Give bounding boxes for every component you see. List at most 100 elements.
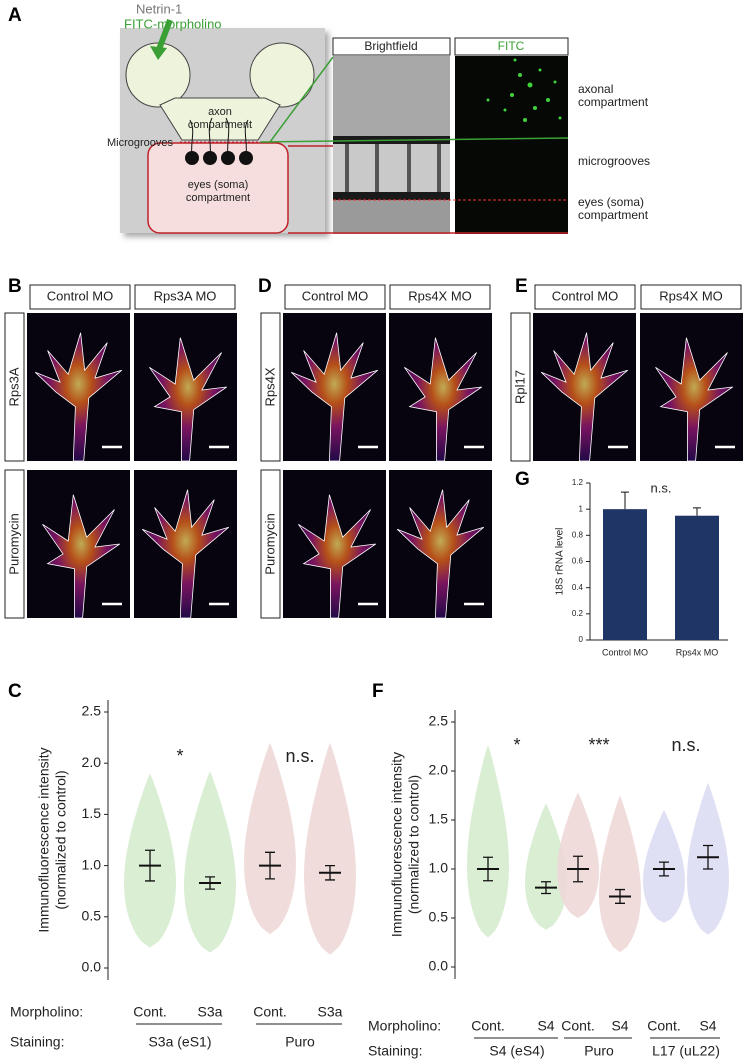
header: Rps4X MO [659,288,723,303]
group-label: L17 (uL22) [652,1043,720,1059]
bar [603,509,647,640]
y-axis-label: Immunofluorescence intensity [36,747,52,932]
label: FITC-morpholino [124,16,222,31]
y-tick-label: 1.2 [572,478,584,487]
x-tick-label: S4 [611,1018,628,1034]
group-label: S4 (eS4) [489,1043,544,1059]
row-box [4,312,25,462]
well [125,42,191,108]
y-tick-label: 0.5 [429,909,449,925]
row-title: Morpholino: [368,1018,441,1034]
y-tick-label: 2.0 [429,762,449,778]
row-box [260,469,281,619]
cell-signal [655,337,733,462]
header: Rps4X MO [408,288,472,303]
well [249,42,315,108]
panel-label: D [258,276,272,297]
row-title: Staining: [10,1034,64,1050]
y-tick-label: 0.8 [572,530,584,539]
micrographs [259,37,569,234]
panel-label: A [8,5,22,26]
violin [244,742,296,935]
y-tick-label: 2.5 [82,703,102,719]
arrow [155,18,173,54]
header: Rps3A MO [154,288,217,303]
violin [525,803,567,930]
significance: * [176,746,183,766]
fitc-image [455,56,568,234]
region-label: compartment [578,95,649,109]
panel-label: G [515,469,530,490]
header: Control MO [552,288,618,303]
row-label: Puromycin [262,513,277,574]
label: Netrin-1 [136,1,182,16]
x-tick-label: S3a [198,1004,223,1020]
panel-label: F [372,681,384,702]
y-tick-label: 0 [579,635,584,644]
group-label: Puro [285,1034,315,1050]
x-tick-label: Cont. [471,1018,504,1034]
panel-label: B [8,276,22,297]
region-label: microgrooves [578,154,650,168]
header-box [389,284,491,310]
y-tick-label: 1.0 [429,860,449,876]
cell-signal [540,332,629,462]
header-box [640,284,742,310]
region-label: eyes (soma) [578,195,644,209]
row-label: Puromycin [6,513,21,574]
cell-signal [34,332,123,462]
x-tick-label: Cont. [253,1004,286,1020]
header-box [134,284,236,310]
row-label: Rps4X [262,367,277,406]
header: FITC [498,39,525,53]
y-tick-label: 1.5 [82,805,102,821]
y-axis-label: 18S rRNA level [555,528,566,596]
violin [599,795,641,953]
y-tick-label: 0.6 [572,557,584,566]
x-tick-label: S3a [318,1004,343,1020]
cell-signal [404,337,482,462]
annotation: n.s. [651,480,672,495]
y-tick-label: 2.0 [82,754,102,770]
region-label: axonal [578,82,613,96]
cell-signal [396,489,485,619]
header: Control MO [302,288,368,303]
violin [557,792,599,918]
y-axis-label: (normalized to control) [406,775,422,914]
y-tick-label: 0.0 [429,958,449,974]
panel-label: E [515,276,528,297]
header-box [29,284,131,310]
cell-signal [298,494,376,619]
x-tick-label: S4 [537,1018,554,1034]
row-title: Morpholino: [10,1004,83,1020]
soma-compartment [147,142,289,234]
cell-signal [149,337,227,462]
significance: n.s. [671,735,700,755]
x-tick-label: S4 [699,1018,716,1034]
header: Control MO [47,288,113,303]
row-box [260,312,281,462]
panel-label: C [8,681,22,702]
significance: *** [588,735,609,755]
label: eyes (soma) [188,179,249,191]
x-tick-label: Rps4x MO [676,647,719,657]
header-box [534,284,636,310]
label: compartment [186,192,250,204]
y-axis-label: (normalized to control) [53,770,69,909]
y-tick-label: 0.5 [82,908,102,924]
violin [184,771,236,953]
y-tick-label: 1 [579,504,584,513]
x-tick-label: Cont. [561,1018,594,1034]
bar [675,515,719,640]
error-bar [693,507,701,516]
y-tick-label: 2.5 [429,713,449,729]
header-box [284,284,386,310]
significance: n.s. [285,746,314,766]
violin [304,742,356,955]
group-label: Puro [584,1043,614,1059]
cell-signal [42,494,120,619]
diagram [120,18,325,234]
violin [467,744,509,938]
cell-signal [290,332,379,462]
